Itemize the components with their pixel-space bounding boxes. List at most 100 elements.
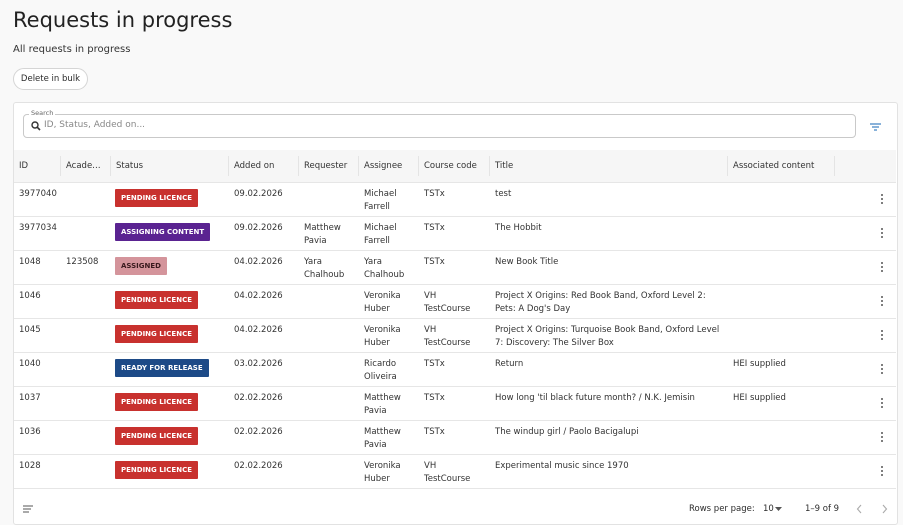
row-menu-dot	[881, 440, 884, 443]
table-cell: HEI supplied	[733, 359, 786, 369]
status-badge: PENDING LICENCE	[115, 427, 198, 445]
row-divider	[14, 454, 896, 455]
table-cell: Michael Farrell	[364, 223, 397, 246]
page-title: Requests in progress	[13, 8, 233, 32]
table-cell: Project X Origins: Turquoise Book Band, …	[495, 325, 720, 348]
search-placeholder: ID, Status, Added on...	[44, 120, 146, 130]
search-icon	[31, 121, 41, 131]
table-cell: test	[495, 189, 512, 199]
column-header: Associated content	[733, 161, 815, 171]
table-cell: Michael Farrell	[364, 189, 397, 212]
column-separator	[358, 156, 359, 176]
column-header: Acade…	[66, 161, 101, 171]
row-menu-dot	[881, 236, 884, 239]
table-cell: VH TestCourse	[424, 325, 471, 348]
table-cell: Yara Chalhoub	[304, 257, 345, 280]
column-separator	[489, 156, 490, 176]
table-cell: Project X Origins: Red Book Band, Oxford…	[495, 291, 706, 314]
status-badge: ASSIGNED	[115, 257, 167, 275]
table-cell: Matthew Pavia	[364, 427, 401, 450]
column-header: Status	[116, 161, 144, 171]
column-separator	[834, 156, 835, 176]
table-cell: 123508	[66, 257, 99, 267]
column-header: Added on	[234, 161, 275, 171]
table-cell: 1046	[19, 291, 41, 301]
table-cell: 09.02.2026	[234, 223, 283, 233]
table-cell: Veronika Huber	[364, 461, 401, 484]
table-cell: TSTx	[424, 427, 445, 437]
table-cell: VH TestCourse	[424, 291, 471, 314]
row-divider	[14, 352, 896, 353]
row-menu-dot	[881, 368, 884, 371]
row-menu-dot	[881, 470, 884, 473]
row-divider	[14, 386, 896, 387]
table-cell: TSTx	[424, 189, 445, 199]
table-cell: 1048	[19, 257, 41, 267]
row-divider	[14, 182, 896, 183]
row-menu-dot	[881, 194, 884, 197]
table-cell: 1040	[19, 359, 41, 369]
status-badge: PENDING LICENCE	[115, 393, 198, 411]
row-menu-dot	[881, 300, 884, 303]
table-cell: 04.02.2026	[234, 291, 283, 301]
row-menu-dot	[881, 262, 884, 265]
pagination-arrows[interactable]	[856, 504, 890, 514]
status-badge: PENDING LICENCE	[115, 291, 198, 309]
header-row	[14, 150, 896, 182]
table-cell: TSTx	[424, 393, 445, 403]
column-separator	[110, 156, 111, 176]
table-cell: TSTx	[424, 257, 445, 267]
column-header: Title	[495, 161, 514, 171]
pagination-range: 1–9 of 9	[805, 504, 840, 514]
column-separator	[727, 156, 728, 176]
filter-icon[interactable]	[869, 122, 882, 132]
delete-bulk-button[interactable]: Delete in bulk	[13, 68, 88, 90]
table-cell: 02.02.2026	[234, 461, 283, 471]
table-cell: Experimental music since 1970	[495, 461, 629, 471]
search-label: Search	[29, 109, 56, 117]
row-menu-dot	[881, 402, 884, 405]
row-divider	[14, 250, 896, 251]
table-cell: Matthew Pavia	[364, 393, 401, 416]
row-menu-dot	[881, 372, 884, 375]
row-menu-dot	[881, 436, 884, 439]
row-menu-dot	[881, 202, 884, 205]
column-header: Requester	[304, 161, 348, 171]
column-separator	[60, 156, 61, 176]
row-menu-dot	[881, 304, 884, 307]
row-divider	[14, 284, 896, 285]
row-menu-dot	[881, 474, 884, 477]
table-cell: Matthew Pavia	[304, 223, 341, 246]
table-cell: VH TestCourse	[424, 461, 471, 484]
table-cell: 04.02.2026	[234, 257, 283, 267]
column-header: Course code	[424, 161, 477, 171]
row-divider	[14, 488, 896, 489]
table-cell: 1037	[19, 393, 41, 403]
table-cell: Veronika Huber	[364, 325, 401, 348]
search-field[interactable]	[23, 114, 856, 138]
row-menu-dot	[881, 266, 884, 269]
table-cell: Yara Chalhoub	[364, 257, 405, 280]
column-header: ID	[19, 161, 29, 171]
table-cell: The Hobbit	[495, 223, 542, 233]
row-menu-dot	[881, 398, 884, 401]
table-cell: Return	[495, 359, 524, 369]
row-divider	[14, 318, 896, 319]
row-menu-dot	[881, 466, 884, 469]
column-separator	[298, 156, 299, 176]
row-menu-dot	[881, 270, 884, 273]
table-cell: 1036	[19, 427, 41, 437]
status-badge: PENDING LICENCE	[115, 189, 198, 207]
row-menu-dot	[881, 198, 884, 201]
rows-per-page-select[interactable]: 10	[763, 504, 774, 514]
column-separator	[418, 156, 419, 176]
table-cell: TSTx	[424, 359, 445, 369]
row-menu-dot	[881, 338, 884, 341]
density-icon[interactable]	[22, 504, 34, 514]
table-cell: 02.02.2026	[234, 393, 283, 403]
row-menu-dot	[881, 406, 884, 409]
table-cell: 1045	[19, 325, 41, 335]
row-menu-dot	[881, 432, 884, 435]
row-menu-dot	[881, 334, 884, 337]
